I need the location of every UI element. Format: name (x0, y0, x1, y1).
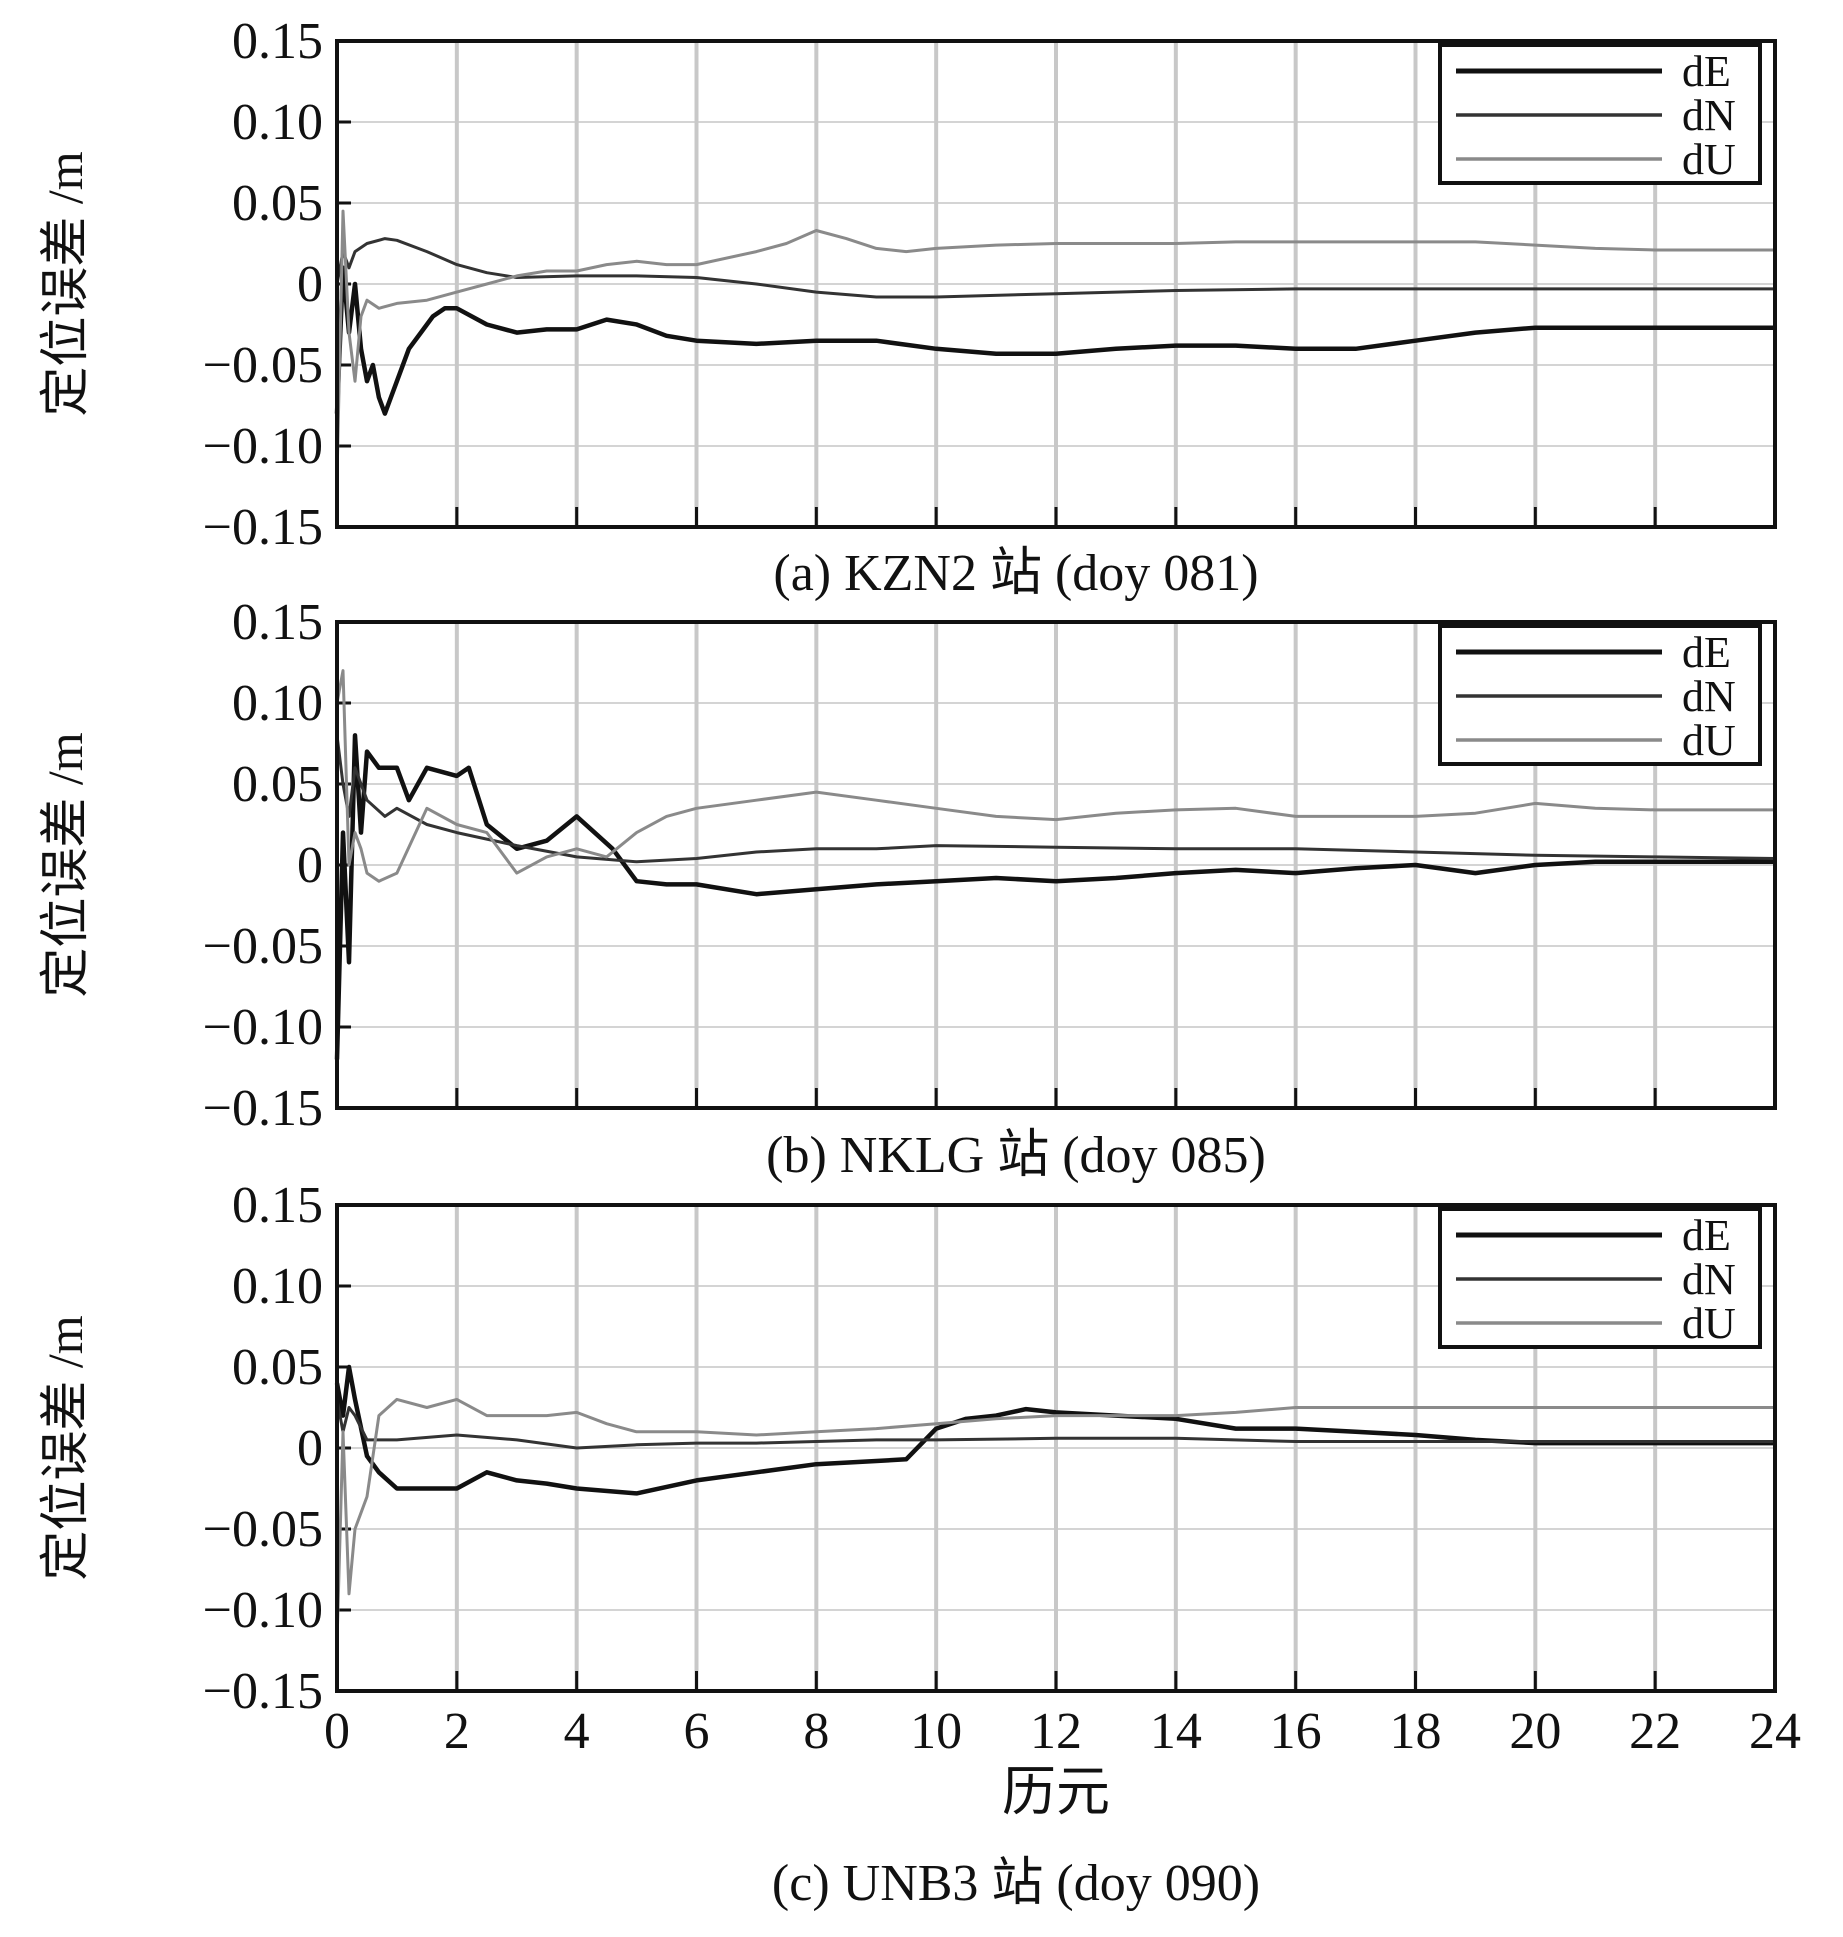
series-dn-line (335, 1399, 1775, 1450)
series-du-line (335, 209, 1775, 479)
x-tick-label: 8 (803, 1703, 829, 1760)
legend-label-du: dU (1682, 135, 1736, 184)
y-tick-label: 0.15 (232, 13, 323, 70)
x-tick-label: 4 (564, 1703, 590, 1760)
x-tick-label: 18 (1390, 1703, 1442, 1760)
series-du-line (335, 669, 1775, 883)
plot-frame (335, 620, 1777, 1110)
legend-label-de: dE (1682, 1211, 1731, 1260)
legend-label-du: dU (1682, 716, 1736, 765)
y-tick-label: 0 (297, 256, 323, 313)
y-tick-label: −0.05 (203, 918, 323, 975)
x-tick-label: 0 (324, 1703, 350, 1760)
legend-label-de: dE (1682, 47, 1731, 96)
y-tick-label: −0.05 (203, 337, 323, 394)
y-tick-label: 0.15 (232, 594, 323, 651)
panel-caption: (b) NKLG 站 (doy 085) (766, 1127, 1266, 1184)
series-du-line (335, 1397, 1775, 1643)
x-tick-label: 14 (1150, 1703, 1202, 1760)
x-tick-label: 16 (1270, 1703, 1322, 1760)
series-de-line (334, 265, 1775, 416)
y-tick-label: 0.10 (232, 1258, 323, 1315)
y-tick-label: −0.10 (203, 1582, 323, 1639)
x-tick-label: 20 (1509, 1703, 1561, 1760)
x-tick-label: 10 (910, 1703, 962, 1760)
x-axis-label: 历元 (1002, 1762, 1110, 1822)
y-tick-label: 0 (297, 1420, 323, 1477)
plot-frame (335, 1203, 1777, 1693)
y-tick-label: −0.15 (203, 1080, 323, 1137)
y-axis-label: 定位误差 /m (37, 1315, 93, 1580)
series-de-line (334, 733, 1775, 1060)
y-tick-label: −0.05 (203, 1501, 323, 1558)
y-tick-label: 0.05 (232, 1339, 323, 1396)
series-dn-line (335, 237, 1775, 299)
y-axis-label: 定位误差 /m (37, 732, 93, 997)
y-tick-label: −0.10 (203, 418, 323, 475)
y-tick-label: 0.15 (232, 1177, 323, 1234)
y-tick-label: −0.15 (203, 1663, 323, 1720)
x-tick-label: 22 (1629, 1703, 1681, 1760)
panel-caption: (a) KZN2 站 (doy 081) (773, 545, 1258, 602)
panel-caption: (c) UNB3 站 (doy 090) (772, 1855, 1260, 1912)
legend-label-dn: dN (1682, 1255, 1736, 1304)
y-tick-label: −0.15 (203, 499, 323, 556)
legend-label-du: dU (1682, 1299, 1736, 1348)
y-tick-label: −0.10 (203, 999, 323, 1056)
x-tick-label: 2 (444, 1703, 470, 1760)
series-de-line (334, 1364, 1775, 1496)
legend-label-de: dE (1682, 628, 1731, 677)
x-tick-label: 12 (1030, 1703, 1082, 1760)
y-tick-label: 0.10 (232, 675, 323, 732)
x-tick-label: 6 (684, 1703, 710, 1760)
plot-frame (335, 39, 1777, 529)
y-axis-label: 定位误差 /m (37, 151, 93, 416)
y-tick-label: 0 (297, 837, 323, 894)
series-dn-line (335, 735, 1776, 864)
y-tick-label: 0.05 (232, 756, 323, 813)
x-tick-label: 24 (1749, 1703, 1801, 1760)
y-tick-label: 0.10 (232, 94, 323, 151)
y-tick-label: 0.05 (232, 175, 323, 232)
legend-label-dn: dN (1682, 91, 1736, 140)
legend-label-dn: dN (1682, 672, 1736, 721)
